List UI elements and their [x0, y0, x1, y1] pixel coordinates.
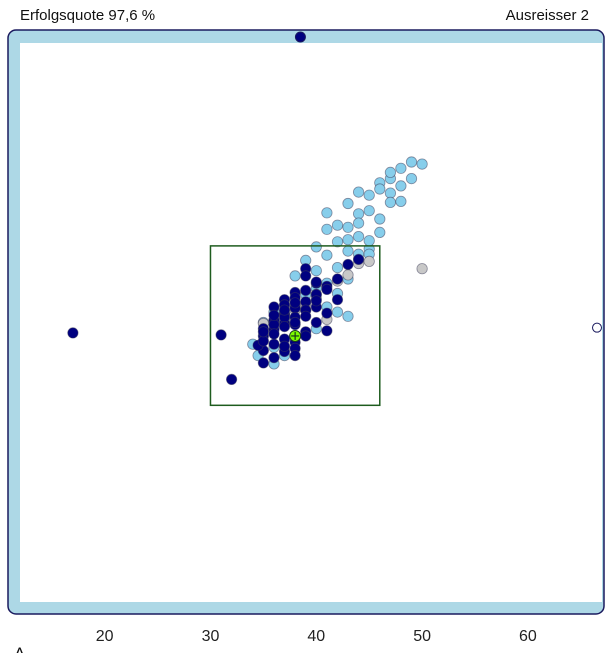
overflow-marker-filled [295, 32, 305, 42]
data-point [385, 188, 395, 198]
data-point [332, 295, 342, 305]
data-point [364, 236, 374, 246]
data-point [406, 173, 416, 183]
data-point [332, 220, 342, 230]
data-point [353, 254, 363, 264]
x-tick-label: 50 [413, 628, 431, 645]
data-point [353, 209, 363, 219]
axis-marker-glyph: Λ [14, 644, 26, 653]
data-point [290, 298, 300, 308]
data-point [311, 277, 321, 287]
data-point [375, 227, 385, 237]
data-point [269, 339, 279, 349]
data-point [269, 319, 279, 329]
data-point [301, 285, 311, 295]
x-tick-label: 40 [307, 628, 325, 645]
data-point [290, 317, 300, 327]
data-point [364, 206, 374, 216]
data-point [301, 331, 311, 341]
x-tick-label: 30 [202, 628, 220, 645]
data-point [322, 284, 332, 294]
data-point [269, 353, 279, 363]
data-point [68, 328, 78, 338]
data-point [364, 256, 374, 266]
data-point [353, 231, 363, 241]
data-point [385, 197, 395, 207]
data-point [417, 159, 427, 169]
data-point [385, 167, 395, 177]
data-point [322, 250, 332, 260]
data-point [343, 246, 353, 256]
data-point [216, 330, 226, 340]
data-point [226, 374, 236, 384]
data-point [269, 329, 279, 339]
data-point [301, 271, 311, 281]
data-point [343, 270, 353, 280]
data-point [322, 308, 332, 318]
data-point [353, 187, 363, 197]
data-point [343, 222, 353, 232]
data-point [406, 157, 416, 167]
data-point [375, 214, 385, 224]
data-point [258, 336, 268, 346]
data-point [279, 341, 289, 351]
data-point [343, 235, 353, 245]
data-point [353, 218, 363, 228]
data-point [332, 262, 342, 272]
data-point [311, 266, 321, 276]
data-point [396, 163, 406, 173]
data-point [396, 181, 406, 191]
data-point [269, 310, 279, 320]
data-point [322, 326, 332, 336]
data-point [258, 327, 268, 337]
data-point [343, 259, 353, 269]
data-point [364, 190, 374, 200]
data-point [311, 242, 321, 252]
data-point [322, 208, 332, 218]
target-marker [290, 330, 301, 341]
data-point [290, 271, 300, 281]
data-point [301, 311, 311, 321]
data-point [417, 264, 427, 274]
x-tick-label: 60 [519, 628, 537, 645]
data-point [396, 196, 406, 206]
data-point [322, 224, 332, 234]
data-point [311, 296, 321, 306]
data-point [332, 307, 342, 317]
data-point [258, 358, 268, 368]
data-point [290, 350, 300, 360]
x-axis-ticks: 20 30 40 50 60 [96, 628, 537, 645]
data-point [375, 184, 385, 194]
data-point [332, 274, 342, 284]
overflow-marker-open [593, 323, 602, 332]
data-point [279, 305, 289, 315]
data-point [343, 311, 353, 321]
data-point [279, 321, 289, 331]
data-point [343, 198, 353, 208]
x-tick-label: 20 [96, 628, 114, 645]
data-point [311, 317, 321, 327]
